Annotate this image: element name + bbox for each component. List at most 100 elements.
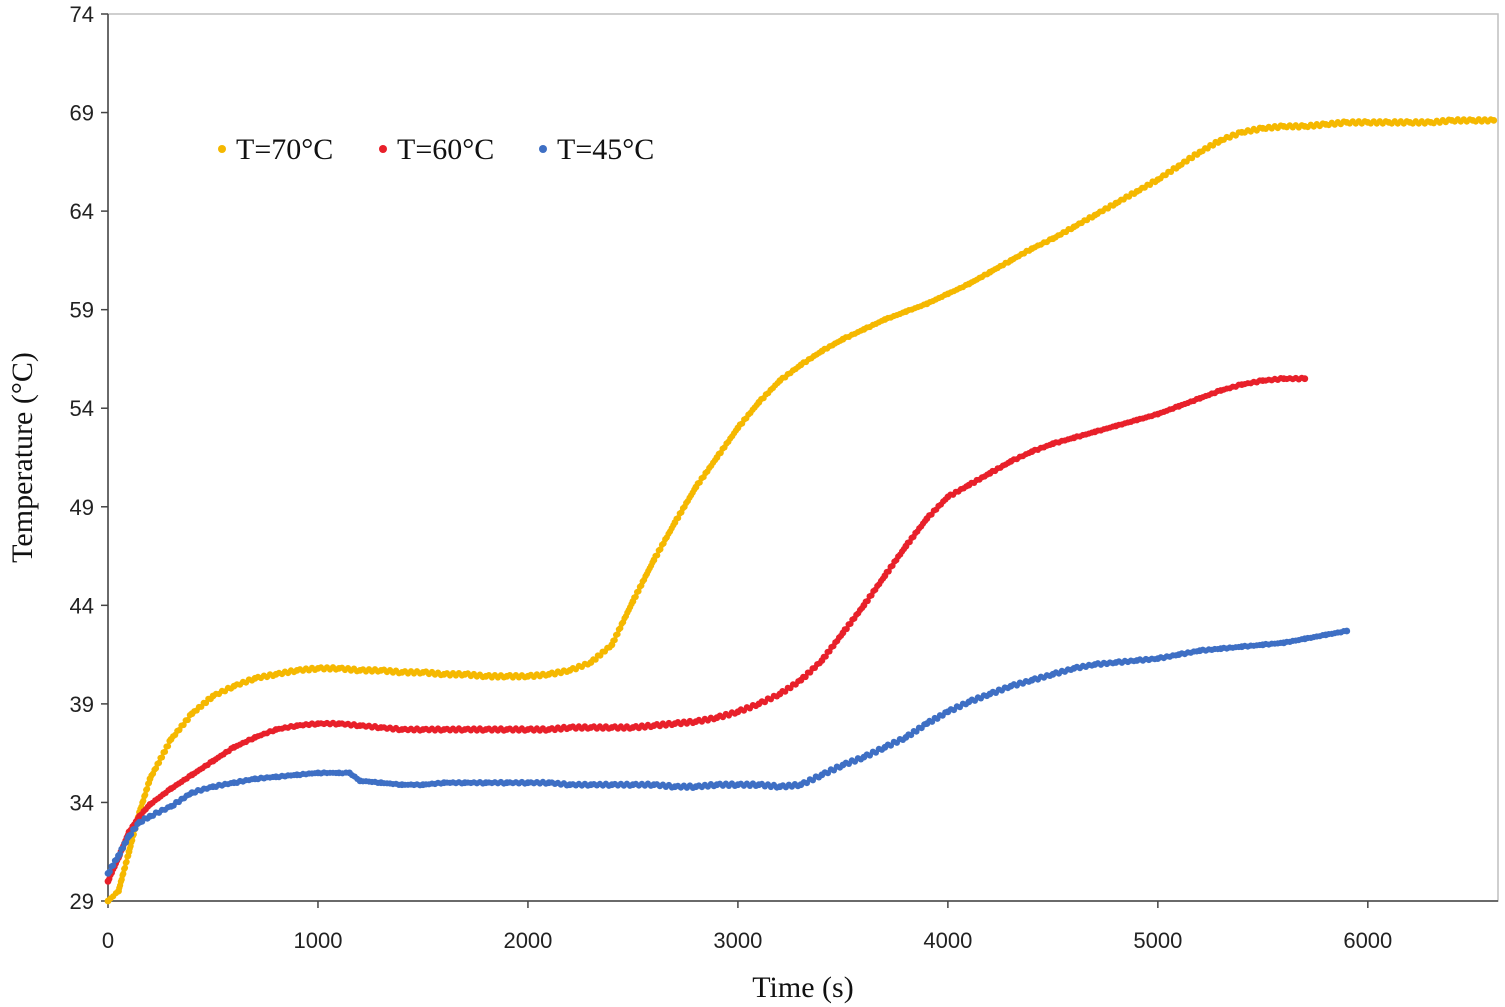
- data-point: [395, 670, 403, 677]
- data-point: [1046, 672, 1053, 680]
- data-point: [290, 723, 298, 731]
- data-point: [1026, 247, 1033, 254]
- data-point: [186, 712, 193, 719]
- data-point: [1172, 403, 1179, 410]
- data-point: [458, 672, 465, 679]
- data-point: [1235, 643, 1242, 651]
- data-point: [106, 868, 113, 875]
- data-point: [112, 890, 119, 897]
- data-point: [248, 677, 256, 684]
- data-point: [1361, 118, 1368, 125]
- data-point: [614, 631, 621, 638]
- x-tick-label: 2000: [503, 928, 552, 953]
- data-point: [158, 754, 166, 761]
- data-point: [437, 672, 445, 679]
- data-point: [1424, 118, 1431, 125]
- y-tick-label: 39: [70, 692, 94, 717]
- data-point: [353, 723, 361, 730]
- legend-marker: [218, 145, 226, 153]
- data-point: [479, 780, 486, 787]
- x-tick-label: 0: [102, 928, 114, 953]
- data-point: [1256, 641, 1263, 649]
- data-point: [1130, 658, 1137, 665]
- data-point: [1193, 648, 1200, 655]
- data-point: [121, 864, 129, 872]
- data-point: [1046, 236, 1053, 243]
- data-point: [311, 666, 319, 674]
- data-point: [113, 856, 120, 863]
- data-point: [374, 668, 382, 675]
- series-2: [104, 627, 1351, 877]
- data-point: [1319, 120, 1326, 127]
- data-point: [1256, 377, 1263, 384]
- data-point: [691, 486, 698, 493]
- data-point: [628, 601, 635, 608]
- data-point: [857, 756, 865, 763]
- data-point: [773, 693, 781, 700]
- data-point: [864, 597, 871, 605]
- series-0: [104, 116, 1498, 905]
- y-tick-label: 69: [70, 101, 94, 126]
- y-tick-label: 34: [70, 790, 94, 815]
- data-point: [963, 483, 970, 490]
- data-point: [1088, 662, 1095, 669]
- data-point: [165, 787, 172, 794]
- data-point: [134, 821, 141, 828]
- data-point: [1109, 660, 1116, 667]
- data-point: [1152, 179, 1159, 186]
- data-point: [710, 716, 718, 723]
- data-point: [161, 748, 169, 755]
- data-point: [521, 727, 529, 734]
- data-point: [144, 803, 151, 810]
- data-point: [984, 471, 991, 478]
- data-point: [900, 545, 908, 553]
- legend-item: T=60°C: [379, 133, 494, 166]
- data-point: [711, 457, 719, 464]
- data-point: [144, 815, 151, 822]
- data-point: [962, 701, 970, 708]
- y-tick-label: 59: [70, 298, 94, 323]
- data-point: [1067, 435, 1074, 442]
- data-point: [206, 784, 214, 791]
- data-point: [416, 727, 424, 734]
- data-point: [1193, 395, 1200, 403]
- data-point: [878, 746, 886, 753]
- data-point: [1298, 374, 1305, 381]
- x-tick-label: 6000: [1343, 928, 1392, 953]
- data-point: [921, 721, 928, 728]
- data-point: [164, 804, 172, 811]
- data-point: [353, 668, 361, 675]
- data-point: [1025, 678, 1032, 685]
- data-point: [479, 727, 486, 734]
- data-point: [752, 782, 760, 790]
- data-point: [879, 575, 887, 582]
- data-point: [500, 727, 507, 734]
- x-tick-label: 3000: [713, 928, 762, 953]
- data-point: [1403, 118, 1410, 125]
- data-point: [500, 780, 507, 787]
- data-point: [858, 605, 866, 612]
- data-point: [626, 782, 634, 789]
- data-point: [248, 776, 256, 783]
- data-point: [1214, 387, 1221, 395]
- data-point: [1319, 632, 1326, 639]
- data-point: [941, 291, 949, 298]
- data-point: [1277, 122, 1284, 129]
- data-point: [563, 668, 571, 676]
- data-point: [437, 780, 445, 787]
- data-point: [1005, 259, 1012, 266]
- data-point: [332, 666, 340, 673]
- data-point: [207, 759, 214, 766]
- data-point: [1235, 381, 1242, 388]
- y-tick-label: 74: [70, 2, 94, 27]
- data-point: [248, 736, 256, 743]
- data-point: [542, 727, 550, 734]
- data-point: [584, 661, 592, 668]
- legend-marker: [539, 145, 547, 153]
- data-point: [563, 782, 571, 789]
- data-point: [374, 779, 382, 787]
- legend-label: T=60°C: [397, 133, 494, 166]
- data-point: [563, 725, 571, 733]
- data-point: [962, 281, 970, 289]
